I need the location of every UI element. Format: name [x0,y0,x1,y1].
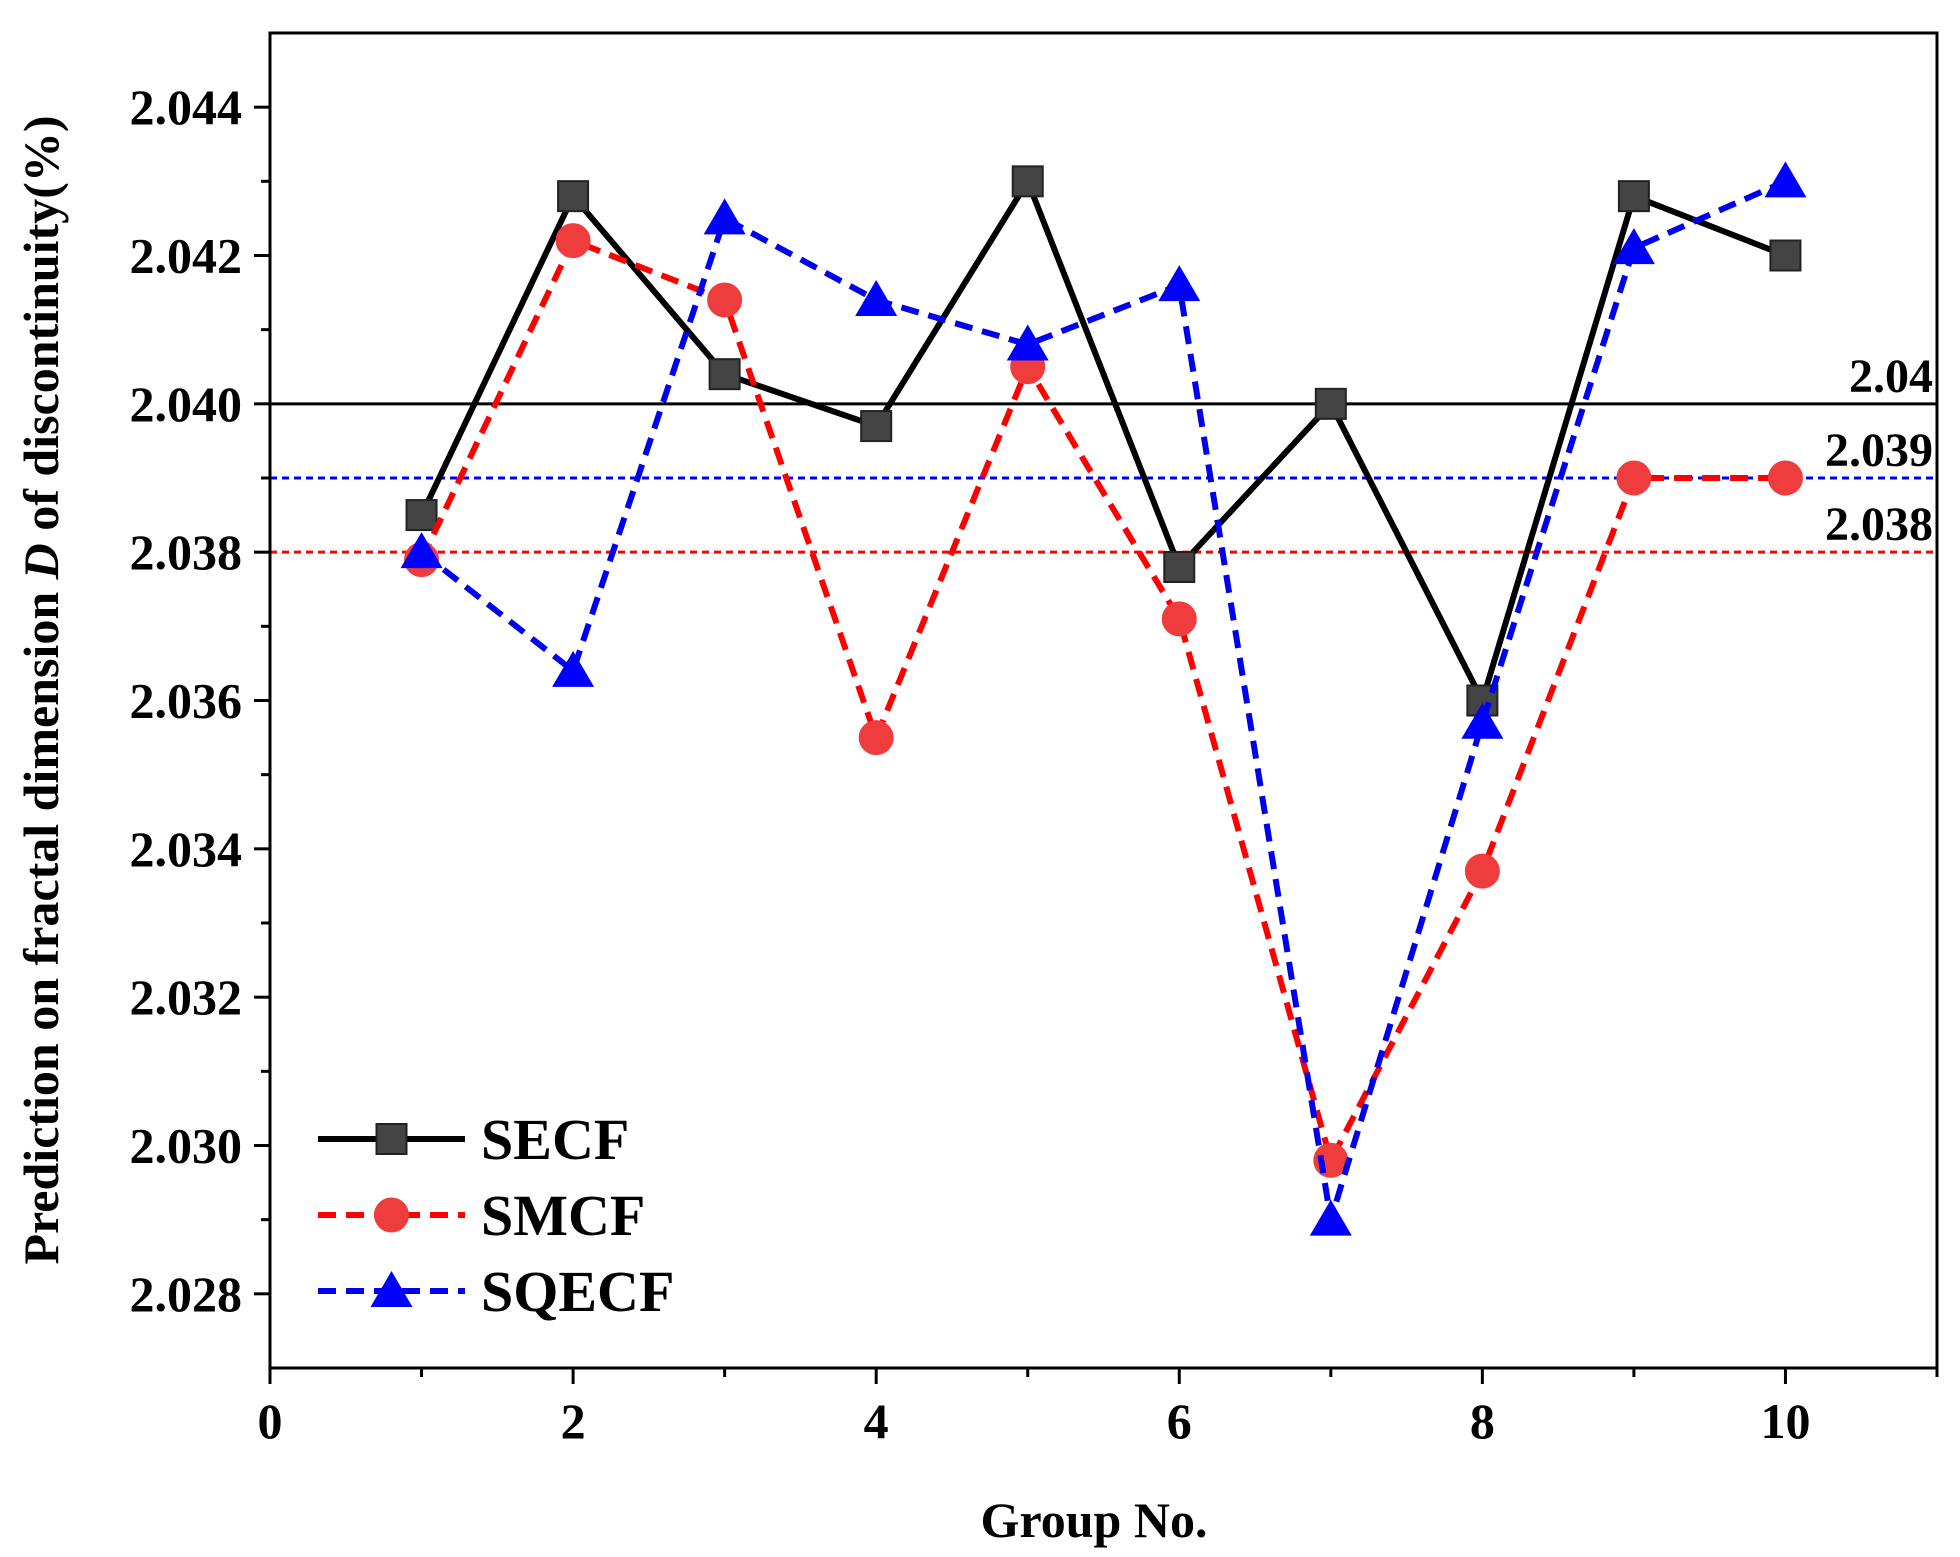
y-tick-label: 2.028 [130,1266,243,1322]
data-point-secf [1769,239,1802,272]
legend-marker-secf [375,1123,408,1155]
data-point-sqecf [552,650,595,687]
data-point-sqecf [703,198,746,235]
data-point-smcf [707,282,743,318]
series-group [400,161,1807,1236]
y-tick-label: 2.040 [130,376,243,432]
axes: 2.0282.0302.0322.0342.0362.0382.0402.042… [130,31,1939,1449]
data-point-sqecf [855,280,898,316]
series-line-smcf [418,237,1786,1164]
legend-marker-sqecf [370,1271,413,1307]
data-point-secf [405,499,438,532]
legend-label-secf: SECF [481,1107,629,1172]
reference-lines: 2.04 2.039 2.038 [270,350,1937,554]
legend-marker-smcf [374,1197,409,1233]
y-tick-label: 2.030 [130,1118,243,1174]
data-point-sqecf [1158,265,1201,302]
y-axis-title: Prediction on fractal dimension D of dis… [13,115,69,1264]
data-point-secf [557,180,590,213]
data-point-smcf [1767,460,1803,496]
y-axis-title-part: D [13,543,69,580]
data-point-smcf [1161,601,1197,637]
x-tick-label: 10 [1760,1393,1810,1449]
y-tick-label: 2.034 [130,821,243,877]
data-point-secf [1163,551,1196,583]
data-point-secf [708,358,741,391]
series-secf [405,165,1802,717]
data-point-smcf [555,223,591,259]
legend-label-sqecf: SQECF [481,1259,674,1324]
series-line-secf [418,178,1787,704]
x-tick-label: 2 [561,1393,586,1449]
x-tick-label: 4 [864,1393,889,1449]
data-point-secf [860,410,893,443]
data-point-secf [1617,180,1650,213]
x-axis-title: Group No. [981,1492,1208,1548]
x-tick-label: 6 [1167,1393,1192,1449]
reference-line-label: 2.04 [1849,350,1933,403]
data-point-smcf [858,720,894,756]
series-sqecf [400,161,1807,1236]
series-line-sqecf [419,178,1787,1223]
data-point-sqecf [1309,1199,1352,1236]
y-tick-label: 2.032 [130,969,243,1025]
data-point-sqecf [400,532,443,569]
y-tick-label: 2.042 [130,228,243,284]
data-point-smcf [1464,853,1500,889]
data-point-sqecf [1764,161,1807,198]
y-tick-label: 2.038 [130,524,243,580]
x-tick-label: 8 [1470,1393,1495,1449]
reference-line-label: 2.039 [1825,424,1933,477]
data-point-smcf [1616,460,1652,496]
legend-label-smcf: SMCF [481,1183,645,1248]
data-point-secf [1011,165,1044,198]
y-tick-label: 2.036 [130,673,243,729]
data-point-sqecf [1006,324,1049,361]
legend: SECF SMCF SQECF [318,1107,674,1324]
data-point-sqecf [1461,702,1504,739]
data-point-sqecf [1612,228,1655,265]
data-point-secf [1314,387,1347,420]
y-axis-title-part: Prediction on fractal dimension [13,579,69,1264]
reference-line-label: 2.038 [1825,498,1933,551]
y-axis-title-part: of discontinuity(%) [13,115,69,543]
x-tick-label: 0 [258,1393,283,1449]
y-tick-label: 2.044 [130,79,243,135]
